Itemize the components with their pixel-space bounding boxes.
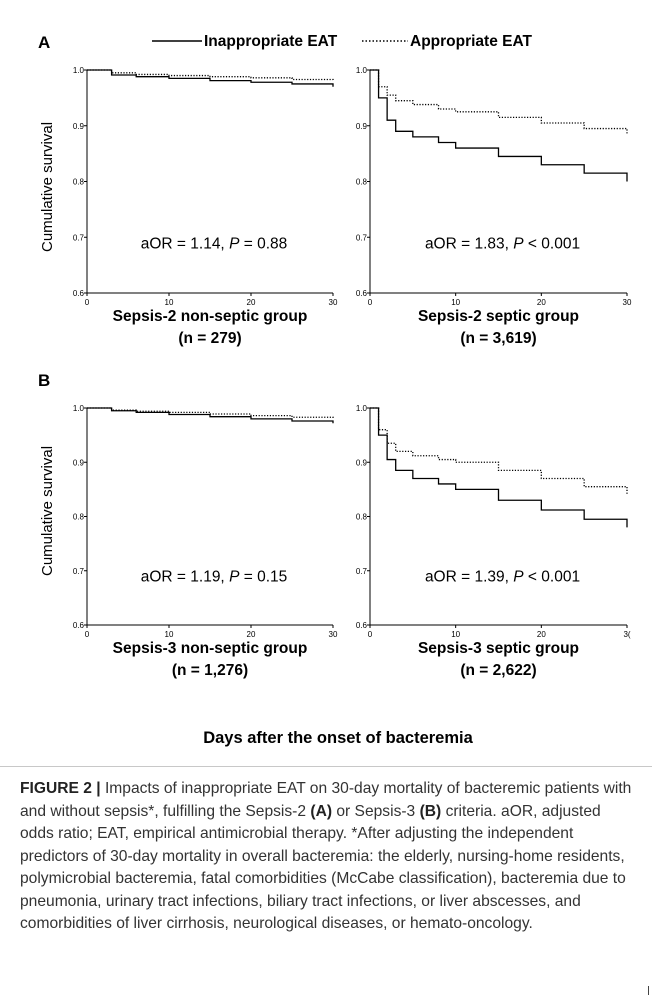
caption-rule-top xyxy=(0,766,652,767)
caption-lead: FIGURE 2 | xyxy=(20,780,101,797)
panel-title: Sepsis-2 septic group xyxy=(418,308,579,325)
aor-annotation: aOR = 1.19, P = 0.15 xyxy=(141,569,288,586)
km-panel-4: 1.0 0.9 0.8 0.7 0.60 10 20 3( aOR = 1.39, P < 0.… xyxy=(356,404,631,679)
legend-inappropriate-label: Inappropriate EAT xyxy=(204,33,338,50)
panel-n-label: (n = 1,276) xyxy=(172,662,248,679)
y-tick-label: 0.6 xyxy=(73,289,85,298)
panel-title: Sepsis-2 non-septic group xyxy=(113,308,308,325)
curve-inappropriate-eat xyxy=(87,69,334,87)
curve-inappropriate-eat xyxy=(370,69,628,182)
legend-appropriate-label: Appropriate EAT xyxy=(410,33,533,50)
y-tick-label: 1.0 xyxy=(73,404,85,413)
y-tick-label: 0.7 xyxy=(73,567,85,576)
panel-n-label: (n = 2,622) xyxy=(460,662,536,679)
x-tick-label: 30 xyxy=(623,298,632,307)
x-tick-label: 0 xyxy=(85,630,90,639)
y-tick-label: 1.0 xyxy=(73,66,85,75)
curve-inappropriate-eat xyxy=(370,407,628,528)
curve-appropriate-eat xyxy=(370,69,628,135)
x-tick-label: 10 xyxy=(165,630,174,639)
x-tick-label: 20 xyxy=(537,630,546,639)
caption-text-3: criteria. aOR, adjusted odds ratio; EAT,… xyxy=(20,802,626,933)
y-tick-label: 0.6 xyxy=(73,621,85,630)
y-tick-label: 0.9 xyxy=(356,122,368,131)
curve-appropriate-eat xyxy=(87,407,334,419)
x-tick-label: 0 xyxy=(368,298,373,307)
km-panel-2: 1.0 0.9 0.8 0.7 0.60 10 20 30 aOR = 1.83, P < 0.… xyxy=(356,66,632,347)
y-tick-label: 0.9 xyxy=(73,458,85,467)
x-tick-label: 20 xyxy=(247,298,256,307)
panel-label-a: A xyxy=(38,33,50,52)
y-tick-label: 1.0 xyxy=(356,66,368,75)
y-tick-label: 0.6 xyxy=(356,621,368,630)
x-tick-label: 30 xyxy=(329,630,338,639)
y-tick-label: 0.9 xyxy=(356,458,368,467)
aor-annotation: aOR = 1.83, P < 0.001 xyxy=(425,235,580,252)
caption-text-2: or Sepsis-3 xyxy=(332,802,420,820)
y-tick-label: 0.8 xyxy=(73,513,85,522)
y-tick-label: 0.8 xyxy=(356,178,368,187)
x-tick-label: 0 xyxy=(85,298,90,307)
x-tick-label: 20 xyxy=(537,298,546,307)
y-tick-label: 0.7 xyxy=(73,233,85,242)
km-panel-3: 1.0 0.9 0.8 0.7 0.60 10 20 30 aOR = 1.19, P = 0.… xyxy=(73,404,338,679)
y-axis-title-b: Cumulative survival xyxy=(39,446,56,576)
figure-caption: FIGURE 2 | Impacts of inappropriate EAT … xyxy=(20,778,638,936)
x-tick-label: 30 xyxy=(329,298,338,307)
panel-label-b: B xyxy=(38,371,50,390)
panel-title: Sepsis-3 septic group xyxy=(418,640,579,657)
x-tick-label: 20 xyxy=(247,630,256,639)
km-panel-1: 1.0 0.9 0.8 0.7 0.60 10 20 30 aOR = 1.14, P = 0.… xyxy=(73,66,338,347)
panel-n-label: (n = 3,619) xyxy=(460,330,536,347)
caption-bold-b: (B) xyxy=(419,802,442,820)
y-tick-label: 0.8 xyxy=(73,178,85,187)
x-axis-title: Days after the onset of bacteremia xyxy=(203,729,473,747)
x-tick-label: 0 xyxy=(368,630,373,639)
caption-bold-a: (A) xyxy=(310,802,333,820)
y-tick-label: 0.8 xyxy=(356,513,368,522)
y-tick-label: 0.7 xyxy=(356,233,368,242)
curve-appropriate-eat xyxy=(87,69,334,82)
curve-appropriate-eat xyxy=(370,407,628,495)
figure-canvas: Inappropriate EAT Appropriate EAT A B Cu… xyxy=(38,33,632,747)
panel-title: Sepsis-3 non-septic group xyxy=(113,640,308,657)
panel-n-label: (n = 279) xyxy=(178,330,241,347)
y-tick-label: 0.7 xyxy=(356,567,368,576)
x-tick-label: 10 xyxy=(165,298,174,307)
curve-inappropriate-eat xyxy=(87,407,334,424)
y-tick-label: 0.9 xyxy=(73,122,85,131)
aor-annotation: aOR = 1.14, P = 0.88 xyxy=(141,235,288,252)
x-tick-label: 10 xyxy=(451,630,460,639)
aor-annotation: aOR = 1.39, P < 0.001 xyxy=(425,569,580,586)
y-tick-label: 1.0 xyxy=(356,404,368,413)
x-tick-label: 3( xyxy=(623,630,630,639)
x-tick-label: 10 xyxy=(451,298,460,307)
y-axis-title-a: Cumulative survival xyxy=(39,122,56,252)
caption-text-1: Impacts of inappropriate EAT on 30-day m… xyxy=(20,780,632,820)
y-tick-label: 0.6 xyxy=(356,289,368,298)
page-edge-mark xyxy=(648,986,649,995)
